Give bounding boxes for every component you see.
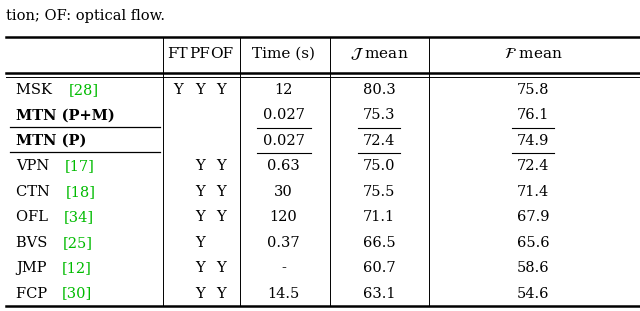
Text: 54.6: 54.6 — [517, 287, 549, 301]
Text: tion; OF: optical flow.: tion; OF: optical flow. — [6, 9, 165, 23]
Text: [18]: [18] — [66, 185, 95, 199]
Text: Y: Y — [195, 210, 205, 224]
Text: [34]: [34] — [63, 210, 93, 224]
Text: [28]: [28] — [68, 83, 99, 97]
Text: JMP: JMP — [16, 261, 51, 275]
Text: 60.7: 60.7 — [363, 261, 395, 275]
Text: Y: Y — [195, 185, 205, 199]
Text: Y: Y — [173, 83, 183, 97]
Text: 65.6: 65.6 — [517, 236, 549, 250]
Text: OFL: OFL — [16, 210, 52, 224]
Text: [17]: [17] — [65, 159, 95, 173]
Text: 0.027: 0.027 — [262, 134, 305, 148]
Text: [25]: [25] — [63, 236, 92, 250]
Text: Y: Y — [195, 83, 205, 97]
Text: 74.9: 74.9 — [517, 134, 549, 148]
Text: Y: Y — [216, 159, 227, 173]
Text: [30]: [30] — [62, 287, 92, 301]
Text: Y: Y — [195, 236, 205, 250]
Text: 0.63: 0.63 — [267, 159, 300, 173]
Text: 75.0: 75.0 — [363, 159, 395, 173]
Text: BVS: BVS — [16, 236, 52, 250]
Text: MTN (P): MTN (P) — [16, 134, 86, 148]
Text: 71.1: 71.1 — [363, 210, 395, 224]
Text: CTN: CTN — [16, 185, 54, 199]
Text: $\mathcal{F}$ mean: $\mathcal{F}$ mean — [504, 47, 563, 61]
Text: 120: 120 — [269, 210, 298, 224]
Text: 0.37: 0.37 — [268, 236, 300, 250]
Text: 30: 30 — [274, 185, 293, 199]
Text: Y: Y — [195, 287, 205, 301]
Text: Y: Y — [195, 261, 205, 275]
Text: MTN (P+M): MTN (P+M) — [16, 108, 115, 122]
Text: 67.9: 67.9 — [517, 210, 549, 224]
Text: 75.5: 75.5 — [363, 185, 395, 199]
Text: FT: FT — [168, 47, 188, 61]
Text: 14.5: 14.5 — [268, 287, 300, 301]
Text: 63.1: 63.1 — [363, 287, 395, 301]
Text: Y: Y — [216, 261, 227, 275]
Text: 80.3: 80.3 — [362, 83, 396, 97]
Text: -: - — [281, 261, 286, 275]
Text: FCP: FCP — [16, 287, 52, 301]
Text: VPN: VPN — [16, 159, 54, 173]
Text: 76.1: 76.1 — [517, 108, 549, 122]
Text: Y: Y — [216, 210, 227, 224]
Text: Y: Y — [216, 185, 227, 199]
Text: 75.8: 75.8 — [517, 83, 549, 97]
Text: $\mathcal{J}$ mean: $\mathcal{J}$ mean — [349, 46, 408, 62]
Text: 71.4: 71.4 — [517, 185, 549, 199]
Text: 12: 12 — [275, 83, 292, 97]
Text: Y: Y — [216, 83, 227, 97]
Text: 72.4: 72.4 — [363, 134, 395, 148]
Text: Y: Y — [195, 159, 205, 173]
Text: 75.3: 75.3 — [363, 108, 395, 122]
Text: [12]: [12] — [61, 261, 91, 275]
Text: 0.027: 0.027 — [262, 108, 305, 122]
Text: MSK: MSK — [16, 83, 56, 97]
Text: 58.6: 58.6 — [517, 261, 549, 275]
Text: PF: PF — [189, 47, 210, 61]
Text: 66.5: 66.5 — [363, 236, 395, 250]
Text: Time (s): Time (s) — [252, 47, 315, 61]
Text: OF: OF — [210, 47, 233, 61]
Text: 72.4: 72.4 — [517, 159, 549, 173]
Text: Y: Y — [216, 287, 227, 301]
